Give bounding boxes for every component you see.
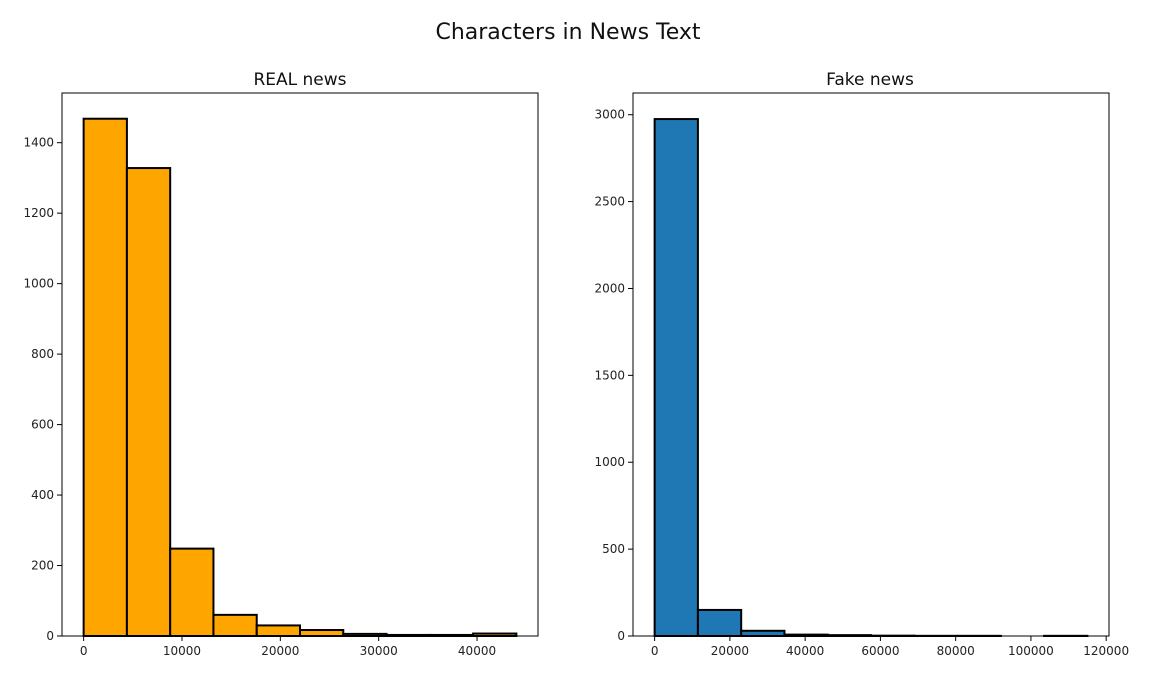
real-news-y-tick-label-1: 0: [46, 629, 54, 643]
real-news-y-tick-label-5: 800: [31, 347, 54, 361]
fake-news-bar-1: [653, 118, 699, 637]
real-news-bar-5: [255, 624, 301, 638]
real-news-y-axis: 0 200 400 600 800 1000 1200 1400: [23, 136, 62, 643]
real-news-x-tick-label-3: 20000: [261, 644, 299, 658]
real-news-bar-6: [299, 629, 345, 637]
subplot-fake-news: Fake news 0 20000 40000 60000 80000 100000 120…: [594, 70, 1129, 658]
figure-title: Characters in News Text: [435, 20, 700, 45]
real-news-y-tick-label-4: 600: [31, 418, 54, 432]
fake-news-x-tick-label-3: 40000: [786, 644, 824, 658]
real-news-x-tick-label-2: 10000: [163, 644, 201, 658]
real-news-y-tick-label-8: 1400: [23, 136, 54, 150]
fake-news-bar-2: [696, 608, 743, 637]
fake-news-bar-3: [740, 629, 786, 637]
fake-news-y-tick-label-5: 2000: [594, 281, 625, 295]
fake-news-x-tick-label-5: 80000: [937, 644, 975, 658]
subplot-title-fake-news: Fake news: [826, 70, 914, 90]
real-news-bar-1: [82, 117, 128, 638]
real-news-bar-4: [212, 613, 258, 638]
fake-news-y-tick-label-7: 3000: [594, 108, 625, 122]
fake-news-x-tick-label-2: 20000: [711, 644, 749, 658]
subplot-title-real-news: REAL news: [253, 70, 346, 90]
fake-news-x-tick-label-7: 120000: [1083, 644, 1129, 658]
fake-news-x-tick-label-1: 0: [651, 644, 659, 658]
real-news-bar-2: [125, 167, 172, 637]
fake-news-y-tick-label-2: 500: [602, 542, 625, 556]
real-news-y-tick-label-6: 1000: [23, 277, 54, 291]
real-news-bar-3: [169, 547, 215, 638]
fake-news-x-tick-label-6: 100000: [1008, 644, 1054, 658]
real-news-x-tick-label-5: 40000: [458, 644, 496, 658]
fake-news-y-tick-label-4: 1500: [594, 368, 625, 382]
real-news-y-tick-label-3: 400: [31, 488, 54, 502]
real-news-y-tick-label-7: 1200: [23, 206, 54, 220]
real-news-x-tick-label-4: 30000: [360, 644, 398, 658]
fake-news-plot-frame: [632, 92, 1110, 637]
fake-news-bars: [653, 118, 1089, 638]
subplot-real-news: REAL news 0 10000 20000 30000 40000 0 200 400 6…: [23, 70, 539, 658]
real-news-plot-frame: [61, 92, 539, 637]
fake-news-y-tick-label-6: 2500: [594, 195, 625, 209]
fake-news-x-tick-label-4: 60000: [861, 644, 899, 658]
real-news-bars: [82, 117, 518, 638]
real-news-y-tick-label-2: 200: [31, 559, 54, 573]
fake-news-y-axis: 0 500 1000 1500 2000 2500 3000: [594, 108, 633, 643]
fake-news-y-tick-label-1: 0: [617, 629, 625, 643]
real-news-x-tick-label-1: 0: [80, 644, 88, 658]
fake-news-y-tick-label-3: 1000: [594, 455, 625, 469]
real-news-x-axis: 0 10000 20000 30000 40000: [80, 636, 496, 658]
fake-news-x-axis: 0 20000 40000 60000 80000 100000 120000: [651, 636, 1129, 658]
